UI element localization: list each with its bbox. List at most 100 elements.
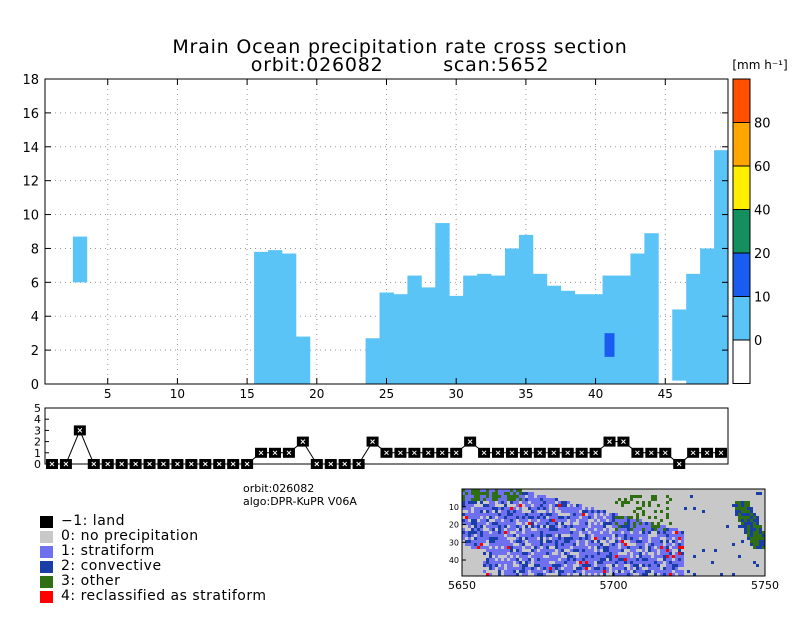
swath-pixel <box>486 510 489 513</box>
swath-pixel <box>489 525 492 528</box>
swath-pixel <box>537 534 540 537</box>
swath-pixel <box>666 552 669 555</box>
swath-pixel <box>465 534 468 537</box>
swath-pixel <box>561 546 564 549</box>
swath-pixel <box>642 543 645 546</box>
swath-pixel <box>606 549 609 552</box>
swath-pixel <box>753 531 756 534</box>
swath-pixel <box>510 510 513 513</box>
swath-pixel <box>564 558 567 561</box>
swath-pixel <box>579 549 582 552</box>
swath-pixel <box>624 525 627 528</box>
legend-item: 4: reclassified as stratiform <box>40 589 267 604</box>
swath-pixel <box>525 516 528 519</box>
swath-pixel <box>600 567 603 570</box>
swath-pixel <box>501 510 504 513</box>
swath-pixel <box>468 525 471 528</box>
swath-pixel <box>537 570 540 573</box>
swath-pixel <box>618 561 621 564</box>
swath-pixel <box>666 564 669 567</box>
swath-pixel <box>537 516 540 519</box>
swath-pixel <box>558 567 561 570</box>
swath-pixel <box>525 573 528 576</box>
swath-pixel <box>651 498 654 501</box>
swath-pixel <box>570 507 573 510</box>
swath-pixel <box>588 537 591 540</box>
swath-pixel <box>540 540 543 543</box>
y-tick-label: 6 <box>31 276 39 291</box>
swath-pixel <box>654 525 657 528</box>
swath-pixel <box>549 543 552 546</box>
swath-pixel <box>480 528 483 531</box>
swath-pixel <box>621 558 624 561</box>
swath-pixel <box>642 570 645 573</box>
swath-pixel <box>576 570 579 573</box>
swath-pixel <box>465 543 468 546</box>
swath-pixel <box>750 513 753 516</box>
swath-pixel <box>492 564 495 567</box>
swath-pixel <box>636 537 639 540</box>
swath-pixel <box>516 495 519 498</box>
swath-pixel <box>648 567 651 570</box>
swath-pixel <box>603 537 606 540</box>
swath-pixel <box>567 525 570 528</box>
swath-pixel <box>507 513 510 516</box>
swath-pixel <box>675 564 678 567</box>
swath-pixel <box>474 546 477 549</box>
swath-pixel <box>495 498 498 501</box>
swath-pixel <box>501 552 504 555</box>
type-marker-glyph <box>607 439 612 444</box>
swath-pixel <box>639 522 642 525</box>
swath-pixel <box>510 570 513 573</box>
swath-pixel <box>663 552 666 555</box>
swath-pixel <box>666 534 669 537</box>
swath-pixel <box>600 519 603 522</box>
swath-pixel <box>564 519 567 522</box>
swath-pixel <box>621 543 624 546</box>
swath-pixel <box>537 522 540 525</box>
swath-pixel <box>645 555 648 558</box>
swath-pixel <box>468 510 471 513</box>
swath-pixel <box>474 519 477 522</box>
swath-pixel <box>570 540 573 543</box>
x-tick-label: 20 <box>309 387 324 401</box>
swath-pixel <box>543 564 546 567</box>
swath-pixel <box>555 498 558 501</box>
precip-column <box>574 294 590 384</box>
swath-pixel <box>579 558 582 561</box>
swath-pixel <box>468 492 471 495</box>
swath-pixel <box>657 528 660 531</box>
swath-pixel <box>651 549 654 552</box>
swath-pixel <box>615 525 618 528</box>
swath-pixel <box>573 558 576 561</box>
swath-pixel <box>564 507 567 510</box>
swath-pixel <box>474 528 477 531</box>
swath-pixel <box>669 573 672 576</box>
swath-pixel <box>477 510 480 513</box>
swath-pixel <box>540 501 543 504</box>
type-marker-glyph <box>523 450 529 456</box>
swath-pixel <box>648 522 651 525</box>
swath-pixel <box>462 531 465 534</box>
swath-pixel <box>531 537 534 540</box>
swath-pixel <box>678 570 681 573</box>
swath-pixel <box>504 552 507 555</box>
swath-pixel <box>732 504 735 507</box>
swath-pixel <box>615 555 618 558</box>
swath-pixel <box>531 534 534 537</box>
swath-pixel <box>636 567 639 570</box>
swath-pixel <box>744 516 747 519</box>
swath-pixel <box>549 531 552 534</box>
swath-pixel <box>534 570 537 573</box>
swath-pixel <box>576 525 579 528</box>
swath-pixel <box>621 504 624 507</box>
swath-pixel <box>558 543 561 546</box>
swath-pixel <box>486 546 489 549</box>
swath-pixel <box>639 495 642 498</box>
swath-pixel <box>546 534 549 537</box>
swath-pixel <box>534 501 537 504</box>
swath-pixel <box>633 537 636 540</box>
swath-pixel <box>555 525 558 528</box>
swath-pixel <box>489 558 492 561</box>
swath-pixel <box>558 516 561 519</box>
